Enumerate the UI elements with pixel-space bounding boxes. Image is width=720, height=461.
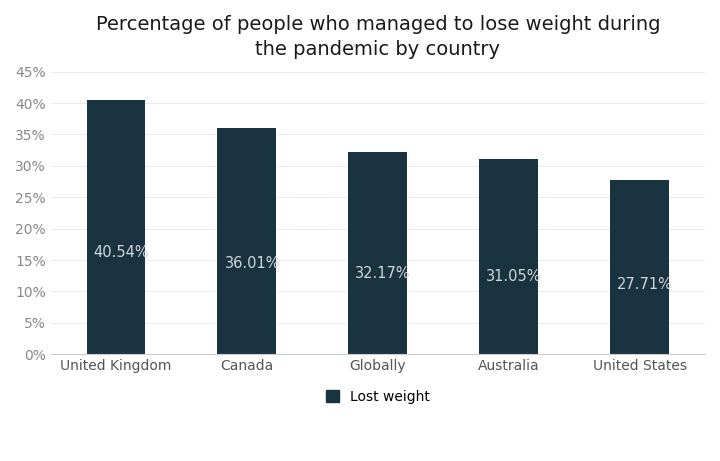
Text: 27.71%: 27.71% bbox=[617, 277, 673, 292]
Legend: Lost weight: Lost weight bbox=[326, 390, 430, 404]
Bar bbox=[86, 100, 145, 355]
Title: Percentage of people who managed to lose weight during
the pandemic by country: Percentage of people who managed to lose… bbox=[96, 15, 660, 59]
Text: 36.01%: 36.01% bbox=[225, 256, 280, 272]
Text: 31.05%: 31.05% bbox=[486, 269, 542, 284]
Bar bbox=[348, 152, 408, 355]
Bar bbox=[610, 180, 669, 355]
Text: 32.17%: 32.17% bbox=[356, 266, 411, 281]
Bar bbox=[480, 160, 538, 355]
Text: 40.54%: 40.54% bbox=[94, 245, 149, 260]
Bar bbox=[217, 128, 276, 355]
